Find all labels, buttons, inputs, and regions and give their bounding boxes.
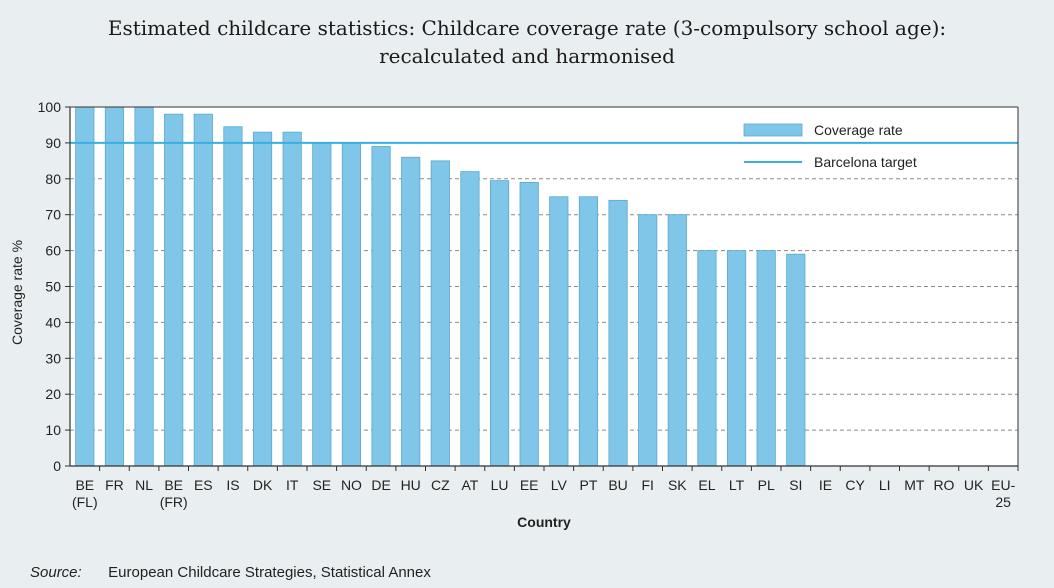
x-tick-label: CY — [845, 477, 865, 493]
x-tick-label: FI — [641, 477, 653, 493]
bar-hu — [401, 156, 421, 467]
y-tick-label: 100 — [38, 99, 62, 115]
bar-is — [223, 126, 243, 467]
y-tick-label: 90 — [45, 135, 61, 151]
x-tick-label: IT — [286, 477, 299, 493]
x-tick-label: LU — [491, 477, 509, 493]
bar-nl — [134, 106, 154, 467]
bar-befr — [164, 113, 184, 467]
x-tick-label: SK — [668, 477, 687, 493]
x-tick-label: ES — [194, 477, 213, 493]
x-tick-label: DE — [371, 477, 390, 493]
x-tick-label: EL — [698, 477, 715, 493]
bar-fi — [638, 214, 658, 467]
bar-se — [312, 142, 332, 467]
bar-befl — [75, 106, 95, 467]
bars — [75, 106, 806, 467]
y-tick-label: 20 — [45, 386, 61, 402]
x-tick-label: EU-25 — [991, 477, 1015, 510]
bar-sk — [667, 214, 687, 467]
y-tick-label: 30 — [45, 350, 61, 366]
x-tick-label: NO — [341, 477, 362, 493]
y-tick-label: 40 — [45, 314, 61, 330]
bar-no — [341, 142, 362, 467]
bar-ee — [519, 181, 539, 467]
y-axis-label: Coverage rate % — [9, 240, 25, 345]
bar-pt — [578, 196, 599, 467]
x-tick-label: LT — [729, 477, 745, 493]
legend-label-barcelona-target: Barcelona target — [814, 154, 917, 170]
bar-it — [282, 131, 302, 467]
x-tick-label: SE — [312, 477, 331, 493]
bar-de — [371, 146, 391, 467]
bar-fr — [104, 106, 125, 467]
x-tick-label: BU — [608, 477, 627, 493]
bar-pl — [756, 250, 776, 467]
legend: Coverage rate Barcelona target — [743, 122, 917, 170]
source-text: European Childcare Strategies, Statistic… — [108, 564, 431, 581]
bar-el — [697, 250, 717, 467]
x-tick-label: RO — [933, 477, 954, 493]
x-tick-label: HU — [401, 477, 421, 493]
x-axis-label: Country — [517, 514, 571, 530]
x-tick-label: FR — [105, 477, 124, 493]
bar-si — [786, 253, 806, 467]
bar-es — [193, 113, 213, 467]
x-tick-label: AT — [462, 477, 479, 493]
y-tick-label: 70 — [45, 207, 61, 223]
bar-chart: 0 10 20 30 40 50 60 70 80 90 100 BE (FL) FR NL BE (FR) ES… — [9, 99, 1019, 530]
source-label: Source: — [30, 564, 82, 581]
y-tick-label: 0 — [53, 458, 61, 474]
x-tick-label: PT — [579, 477, 597, 493]
y-tick-label: 80 — [45, 171, 61, 187]
legend-swatch-coverage-rate — [743, 123, 803, 137]
x-tick-label: LI — [879, 477, 891, 493]
x-tick-label: DK — [253, 477, 273, 493]
chart-title-line-1: Estimated childcare statistics: Childcar… — [107, 16, 947, 40]
axes: 0 10 20 30 40 50 60 70 80 90 100 BE (FL) FR NL BE (FR) ES… — [38, 99, 1019, 510]
y-tick-label: 60 — [45, 243, 61, 259]
y-tick-label: 10 — [45, 422, 61, 438]
bar-at — [460, 171, 480, 467]
bar-cz — [430, 160, 450, 467]
x-tick-label: BE (FL) — [72, 477, 98, 510]
chart-title-line-2: recalculated and harmonised — [379, 44, 675, 68]
x-tick-label: NL — [135, 477, 153, 493]
x-tick-label: IS — [226, 477, 239, 493]
x-tick-label: UK — [964, 477, 984, 493]
bar-dk — [252, 131, 273, 467]
x-tick-label: IE — [819, 477, 832, 493]
source-note: Source: European Childcare Strategies, S… — [30, 564, 431, 581]
x-tick-label: SI — [789, 477, 802, 493]
chart-title: Estimated childcare statistics: Childcar… — [0, 14, 1054, 70]
legend-label-coverage-rate: Coverage rate — [814, 122, 903, 138]
y-tick-label: 50 — [45, 279, 61, 295]
x-tick-label: PL — [758, 477, 775, 493]
bar-bu — [608, 199, 628, 467]
bar-lt — [726, 250, 747, 467]
x-tick-label: LV — [551, 477, 568, 493]
x-tick-label: EE — [520, 477, 539, 493]
bar-lu — [489, 180, 510, 467]
x-tick-label: CZ — [431, 477, 450, 493]
x-tick-label: MT — [904, 477, 925, 493]
x-tick-label: BE (FR) — [160, 477, 188, 510]
bar-lv — [549, 196, 569, 467]
